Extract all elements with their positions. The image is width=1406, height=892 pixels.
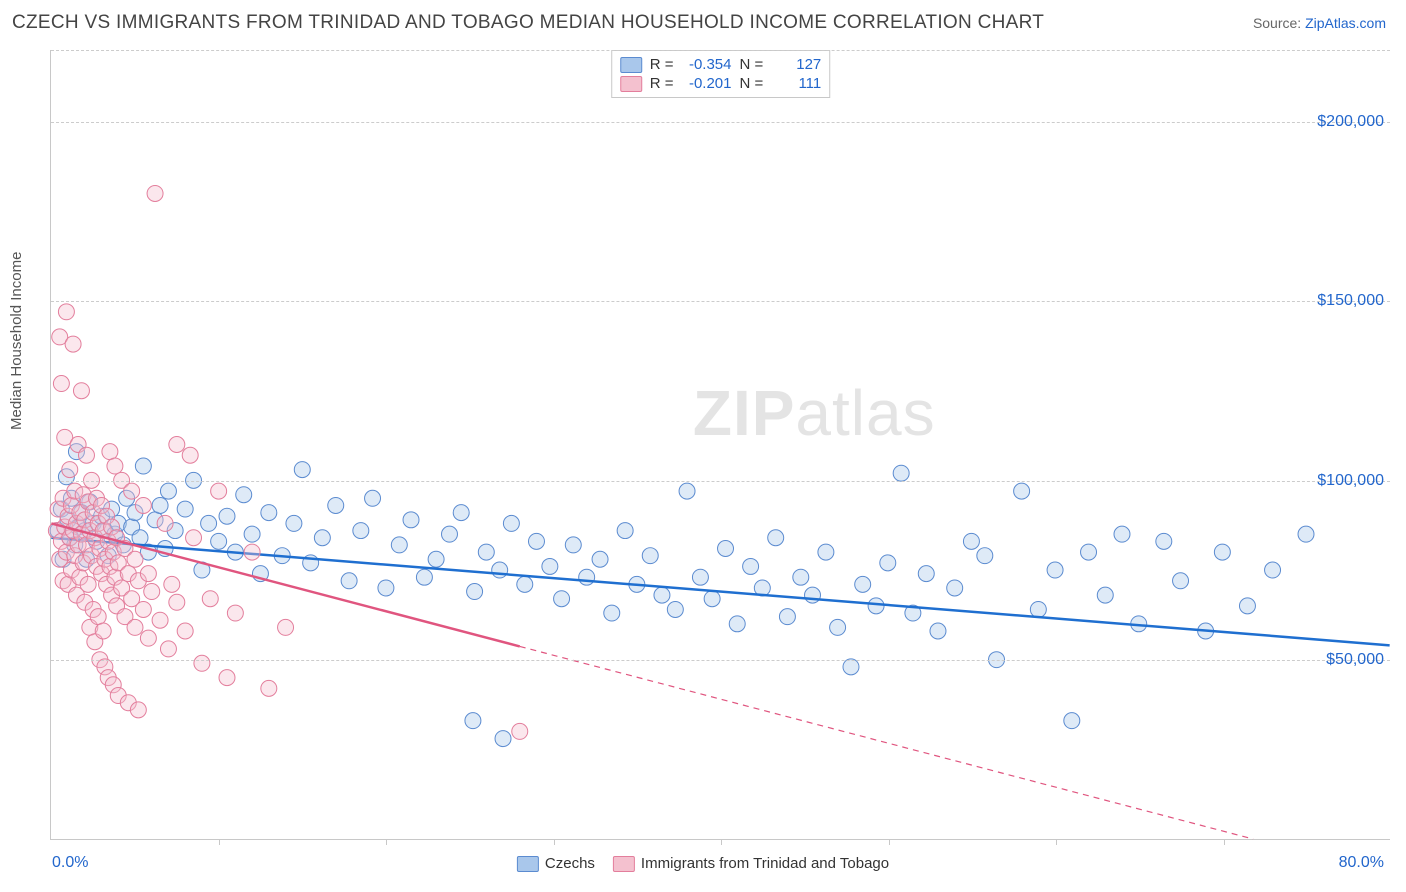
scatter-svg xyxy=(51,50,1390,839)
gridline-h xyxy=(51,122,1390,123)
legend-swatch-0 xyxy=(620,57,642,73)
legend-swatch-bottom-0 xyxy=(517,856,539,872)
gridline-h xyxy=(51,301,1390,302)
legend-swatch-1 xyxy=(620,76,642,92)
y-tick-label: $200,000 xyxy=(1317,113,1384,131)
x-tick-mark xyxy=(1224,839,1225,845)
legend-row-series-0: R = -0.354 N = 127 xyxy=(620,55,822,74)
x-tick-mark xyxy=(1056,839,1057,845)
legend-swatch-bottom-1 xyxy=(613,856,635,872)
source-link[interactable]: ZipAtlas.com xyxy=(1305,15,1386,31)
legend-correlation: R = -0.354 N = 127 R = -0.201 N = 111 xyxy=(611,50,831,98)
gridline-h xyxy=(51,481,1390,482)
x-tick-mark xyxy=(554,839,555,845)
legend-series: Czechs Immigrants from Trinidad and Toba… xyxy=(517,855,889,872)
source-citation: Source: ZipAtlas.com xyxy=(1253,15,1386,31)
x-tick-mark xyxy=(219,839,220,845)
y-tick-label: $50,000 xyxy=(1326,651,1384,669)
chart-plot-area: ZIPatlas R = -0.354 N = 127 R = -0.201 N… xyxy=(50,50,1390,840)
gridline-h xyxy=(51,50,1390,51)
legend-row-series-1: R = -0.201 N = 111 xyxy=(620,74,822,93)
x-axis-min-label: 0.0% xyxy=(52,854,88,872)
chart-title: CZECH VS IMMIGRANTS FROM TRINIDAD AND TO… xyxy=(12,12,1044,34)
y-tick-label: $150,000 xyxy=(1317,292,1384,310)
y-tick-label: $100,000 xyxy=(1317,472,1384,490)
x-tick-mark xyxy=(721,839,722,845)
x-tick-mark xyxy=(386,839,387,845)
x-tick-mark xyxy=(889,839,890,845)
y-axis-label: Median Household Income xyxy=(8,252,25,430)
gridline-h xyxy=(51,660,1390,661)
legend-item-1: Immigrants from Trinidad and Tobago xyxy=(613,855,889,872)
chart-header: CZECH VS IMMIGRANTS FROM TRINIDAD AND TO… xyxy=(0,0,1406,42)
legend-item-0: Czechs xyxy=(517,855,595,872)
x-axis-max-label: 80.0% xyxy=(1339,854,1384,872)
